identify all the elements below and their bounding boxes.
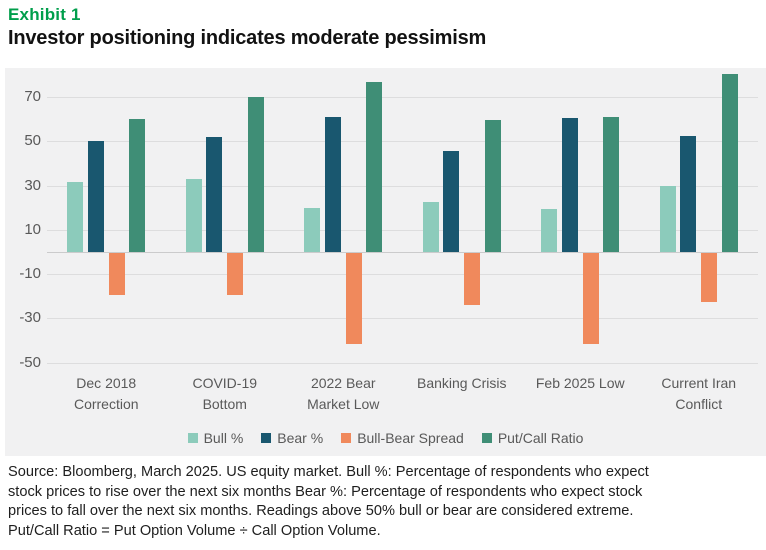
exhibit-label: Exhibit 1 — [8, 5, 81, 24]
bar-bear — [561, 117, 578, 252]
plot-area — [47, 68, 758, 368]
bar-bull — [659, 185, 676, 252]
legend-item: Bear % — [261, 430, 323, 446]
legend-label: Bull-Bear Spread — [357, 430, 464, 446]
y-tick-label: 50 — [24, 132, 41, 150]
gridline — [47, 318, 758, 320]
gridline — [47, 274, 758, 276]
legend: Bull % Bear % Bull-Bear Spread Put/Call Rat… — [5, 430, 766, 446]
source-note-line: Source: Bloomberg, March 2025. US equity… — [8, 464, 649, 480]
legend-item: Bull % — [187, 430, 244, 446]
bar-bull-bear-spread — [701, 253, 718, 303]
legend-label: Bear % — [277, 430, 324, 446]
category-label: Banking Crisis — [417, 375, 507, 391]
bar-bull — [422, 202, 439, 252]
gridline — [47, 362, 758, 364]
gridline — [47, 97, 758, 99]
bar-put-call-ratio — [366, 81, 383, 252]
legend-label: Bull % — [203, 430, 244, 446]
gridline — [47, 185, 758, 187]
bar-put-call-ratio — [603, 117, 620, 252]
bar-put-call-ratio — [129, 119, 146, 252]
y-tick-label: 30 — [24, 176, 41, 194]
legend-swatch-bull-bear-spread — [341, 433, 352, 443]
bar-bull — [67, 182, 84, 252]
category-label: COVID-19 Bottom — [192, 375, 258, 412]
page-title: Investor positioning indicates moderate … — [8, 27, 487, 49]
bar-bull-bear-spread — [108, 253, 125, 295]
bar-bear — [680, 136, 697, 252]
category-label: 2022 Bear Market Low — [307, 375, 380, 412]
legend-item: Put/Call Ratio — [481, 430, 584, 446]
gridline — [47, 229, 758, 231]
bar-bull — [304, 207, 321, 252]
bar-bull-bear-spread — [227, 253, 244, 296]
gridline — [47, 141, 758, 143]
y-tick-label: -10 — [19, 265, 41, 283]
legend-swatch-bull — [187, 433, 198, 443]
y-tick-label: 70 — [24, 88, 41, 106]
y-tick-label: -50 — [19, 353, 41, 371]
y-tick-label: -30 — [19, 309, 41, 327]
bar-bull — [541, 209, 558, 252]
bar-bear — [443, 150, 460, 252]
bar-bear — [87, 140, 104, 252]
bar-bull-bear-spread — [345, 253, 362, 344]
category-label: Current Iran Conflict — [661, 375, 737, 412]
legend-swatch-bear — [261, 433, 272, 443]
bar-bear — [206, 136, 223, 252]
source-note-line: prices to fall over the next six months.… — [8, 503, 634, 519]
bar-bull-bear-spread — [582, 253, 599, 345]
chart-panel: 70 50 30 10 -10 -30 -50 Dec 2018 Correction COV… — [5, 68, 766, 456]
bar-put-call-ratio — [721, 73, 738, 252]
legend-label: Put/Call Ratio — [497, 430, 584, 446]
legend-item: Bull-Bear Spread — [341, 430, 464, 446]
bar-put-call-ratio — [484, 120, 501, 252]
bar-bull — [185, 178, 202, 252]
source-note-line: stock prices to rise over the next six m… — [8, 483, 643, 500]
source-note-line: Put/Call Ratio = Put Option Volume ÷ Cal… — [8, 522, 381, 539]
category-label: Dec 2018 Correction — [73, 375, 139, 412]
bar-put-call-ratio — [247, 97, 264, 252]
bar-bull-bear-spread — [464, 253, 481, 305]
legend-swatch-put-call-ratio — [481, 433, 492, 443]
zero-axis-line — [47, 252, 758, 253]
y-tick-label: 10 — [24, 220, 41, 238]
source-note: Source: Bloomberg, March 2025. US equity… — [8, 463, 762, 541]
bar-bear — [324, 117, 341, 252]
category-label: Feb 2025 Low — [535, 375, 625, 391]
